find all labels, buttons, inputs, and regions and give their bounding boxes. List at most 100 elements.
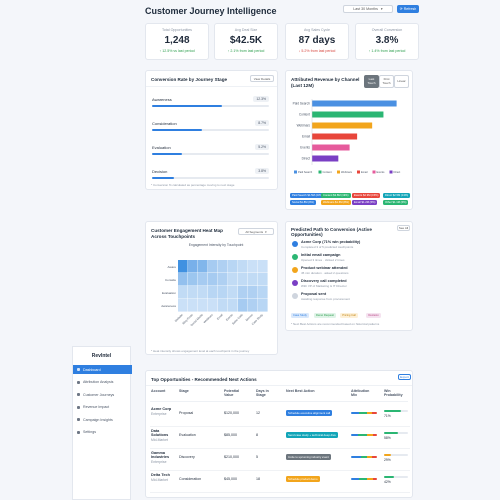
next-action-tag[interactable]: Send case study + technical deep dive [286,432,338,438]
mix-segment [366,434,374,436]
attribution-mix-bar [351,412,377,414]
next-action-tag[interactable]: Schedule executive alignment call [286,410,333,416]
win-probability-bar [384,410,408,412]
stage-cell: Evaluation [179,433,196,437]
heatmap-cell [228,260,238,273]
heatmap-cell [188,286,198,299]
stage-rate: 5.2% [255,144,269,150]
channel-bar-chart: Paid Search Content Webinars Email Events Dir… [293,99,401,174]
next-action-chip[interactable]: Demo Request [314,313,336,318]
legend-entry: Email [361,170,368,174]
nav-icon [77,405,80,409]
mix-segment [358,412,367,414]
kpi-card: Total Opportunities 1,248 ↑ 12.5% vs last … [145,23,209,60]
kpi-value: 87 days [298,35,336,46]
kpi-label: Total Opportunities [162,28,192,32]
mix-segment [361,456,367,458]
period-select-label: Last 30 Months [353,7,378,11]
brand-name: RevIntel [91,353,112,359]
channel-summary-chip: Social $1.8M (9%) [290,200,316,205]
channel-summary-chip: Content $3.8M (19%) [321,193,351,198]
kpi-card: Overall Conversion 3.8% ↑ 1.4% from last p… [355,23,419,60]
tab-linear[interactable]: Linear [394,75,409,88]
channel-tick-label: Paid Search [293,102,311,106]
heatmap-cell [248,273,258,286]
predicted-path-card: Predicted Path to Conversion (Active Opp… [285,221,413,331]
table-row[interactable]: Data Solutions Mid-Market Evaluation $85,00… [146,429,414,449]
heatmap-cell [228,299,238,312]
heatmap-col-label: Webinars [203,312,215,324]
export-button[interactable]: Export [398,374,411,380]
heatmap-title: Engagement Intensity by Touchpoint [189,243,244,247]
stage-progress-track [152,105,269,107]
row-divider [150,426,410,427]
win-probability-bar [384,432,408,434]
card-title: Attributed Revenue by Channel (Last 12M) [291,77,360,88]
next-action-tag[interactable]: Schedule product demo [286,476,320,482]
sidebar-item-label: Settings [83,430,96,434]
channel-bar [312,155,339,162]
tab-first-touch[interactable]: First Touch [379,75,394,88]
kpi-delta: ↑ 2.1% from last period [227,49,265,53]
heatmap-row-label: Conside [165,278,176,282]
sidebar-item-customer-journeys[interactable]: Customer Journeys [73,390,132,399]
win-probability-fill [384,432,398,434]
see-all-button[interactable]: See All [397,225,410,231]
kpi-label: Overall Conversion [371,28,403,32]
table-row[interactable]: Acme Corp Enterprise Proposal $120,000 12 Sch… [146,407,414,427]
step-icon [292,267,298,273]
table-row[interactable]: Delta Tech Mid-Market Consideration $45,000… [146,473,414,493]
stage-rate: 3.8% [255,168,269,174]
next-action-tag[interactable]: Invite to upcoming industry event [286,454,331,460]
next-action-chip[interactable]: Case Study [291,313,309,318]
sidebar-item-settings[interactable]: Settings [73,428,132,437]
heatmap-cell [258,299,268,312]
sidebar-item-revenue-impact[interactable]: Revenue Impact [73,403,132,412]
account-segment: Mid-Market [151,478,168,482]
heatmap-cell [188,260,198,273]
heatmap-cell [178,299,188,312]
days-cell: 12 [256,411,260,415]
sidebar-item-campaign-insights[interactable]: Campaign Insights [73,415,132,424]
stage-rate: 12.3% [253,96,269,102]
refresh-button[interactable]: ⟳ Refresh [397,5,419,13]
legend-entry: Direct [394,170,401,174]
channel-tick-label: Content [299,113,310,117]
table-header: Attribution Mix [351,389,370,398]
next-action-chip[interactable]: Decision [366,313,381,318]
kpi-value: 1,248 [164,35,190,46]
step-title: Product webinar attended [301,266,348,270]
legend-swatch [294,170,297,174]
heatmap-cell [218,286,228,299]
channel-tick-label: Events [300,146,310,150]
sidebar-item-dashboard[interactable]: Dashboard [73,365,132,374]
sidebar: RevIntel Dashboard Attribution Analysis Cu… [72,346,132,500]
card-title: Customer Engagement Heat Map Across Touc… [151,228,223,239]
account-name: Data Solutions [151,429,169,438]
attribution-mix-bar [351,456,377,458]
win-probability-value: 58% [384,436,391,440]
heatmap-cell [188,299,198,312]
view-details-button[interactable]: View Details [250,75,274,82]
legend-entry: Content [323,170,332,174]
kpi-delta: ↑ 1.4% from last period [368,49,406,53]
sidebar-item-attribution-analysis[interactable]: Attribution Analysis [73,378,132,387]
heatmap-cell [258,273,268,286]
channel-summary-chip: Paid Search $4.5M (23%) [290,193,325,198]
heatmap-cell [188,273,198,286]
heatmap-cell [208,286,218,299]
conversion-by-stage-card: Conversion Rate by Journey Stage View De… [145,70,278,190]
channel-summary-chip: Other $1.1M (6%) [383,200,409,205]
card-divider [146,385,412,386]
stages-footnote: * Conversion % calculated as percentage … [151,183,235,187]
tab-last-touch[interactable]: Last Touch [364,75,379,88]
period-select[interactable]: Last 30 Months ▾ [343,5,393,13]
heatmap-row-label: Awareness [161,304,176,308]
heatmap-cell [238,273,248,286]
heatmap-cell [258,286,268,299]
account-segment: Mid-Market [151,438,168,442]
stage-row: Evaluation 5.2% [152,144,269,157]
segment-select[interactable]: All Segments ▾ [238,228,274,235]
table-row[interactable]: Gamma Industries Enterprise Discovery $210,… [146,451,414,471]
next-action-chip[interactable]: Pricing Call [340,313,358,318]
